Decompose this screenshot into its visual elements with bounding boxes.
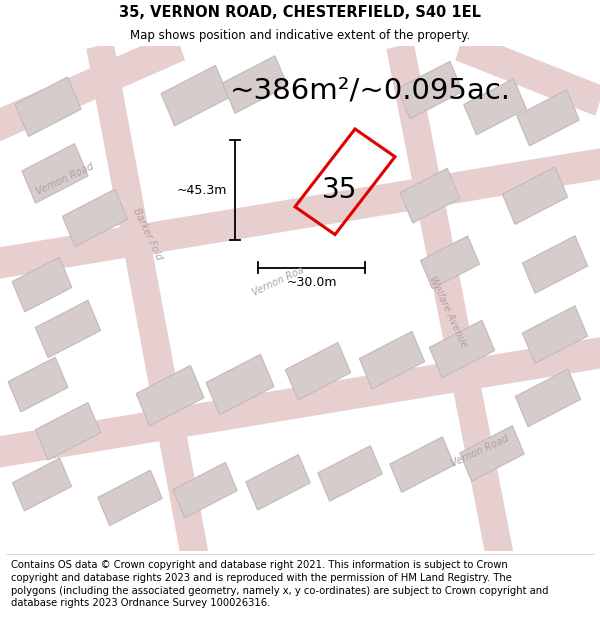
Bar [15, 77, 81, 136]
Bar [502, 167, 568, 224]
Bar [464, 79, 526, 135]
Bar [98, 470, 162, 526]
Bar [13, 458, 71, 511]
Bar [318, 446, 382, 501]
Bar [390, 437, 454, 493]
Bar [517, 90, 579, 146]
Polygon shape [455, 31, 600, 116]
Bar [286, 342, 350, 400]
Text: ~45.3m: ~45.3m [176, 184, 227, 197]
Bar [206, 354, 274, 415]
Bar [8, 357, 68, 412]
Text: ~30.0m: ~30.0m [286, 276, 337, 289]
Text: Welfare Avenue: Welfare Avenue [427, 275, 469, 349]
Bar [523, 236, 587, 293]
Text: Barker Fold: Barker Fold [131, 207, 164, 262]
Bar [359, 331, 425, 389]
Bar [421, 236, 479, 289]
Text: 35: 35 [322, 176, 358, 204]
Bar [515, 369, 581, 427]
Text: Map shows position and indicative extent of the property.: Map shows position and indicative extent… [130, 29, 470, 42]
Polygon shape [0, 336, 600, 469]
Bar [22, 144, 88, 203]
Bar [173, 462, 237, 518]
Bar [161, 66, 229, 126]
Bar [223, 56, 287, 113]
Text: Vernon Road: Vernon Road [35, 161, 95, 197]
Bar [523, 306, 587, 363]
Text: Vernon Roa: Vernon Roa [250, 265, 305, 298]
Text: 35, VERNON ROAD, CHESTERFIELD, S40 1EL: 35, VERNON ROAD, CHESTERFIELD, S40 1EL [119, 5, 481, 20]
Polygon shape [386, 42, 514, 560]
Bar [35, 402, 101, 460]
Bar [397, 61, 463, 119]
Bar [400, 168, 460, 223]
Bar [35, 300, 101, 358]
Text: Contains OS data © Crown copyright and database right 2021. This information is : Contains OS data © Crown copyright and d… [11, 560, 548, 609]
Text: Vernon Road: Vernon Road [449, 434, 511, 469]
Polygon shape [0, 147, 600, 280]
Bar [62, 189, 128, 247]
Bar [12, 258, 72, 312]
Bar [460, 426, 524, 481]
Bar [246, 454, 310, 510]
Bar [430, 320, 494, 378]
Polygon shape [86, 42, 209, 560]
Text: ~386m²/~0.095ac.: ~386m²/~0.095ac. [230, 76, 511, 104]
Polygon shape [0, 31, 185, 144]
Bar [136, 366, 204, 426]
